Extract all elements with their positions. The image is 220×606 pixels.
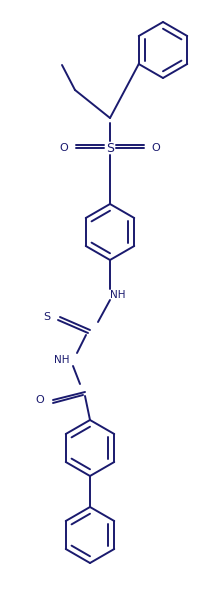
Text: O: O xyxy=(60,143,68,153)
Text: O: O xyxy=(152,143,160,153)
Text: NH: NH xyxy=(110,290,126,300)
Text: O: O xyxy=(36,395,44,405)
Text: S: S xyxy=(106,141,114,155)
Text: NH: NH xyxy=(54,355,70,365)
Text: S: S xyxy=(43,312,51,322)
